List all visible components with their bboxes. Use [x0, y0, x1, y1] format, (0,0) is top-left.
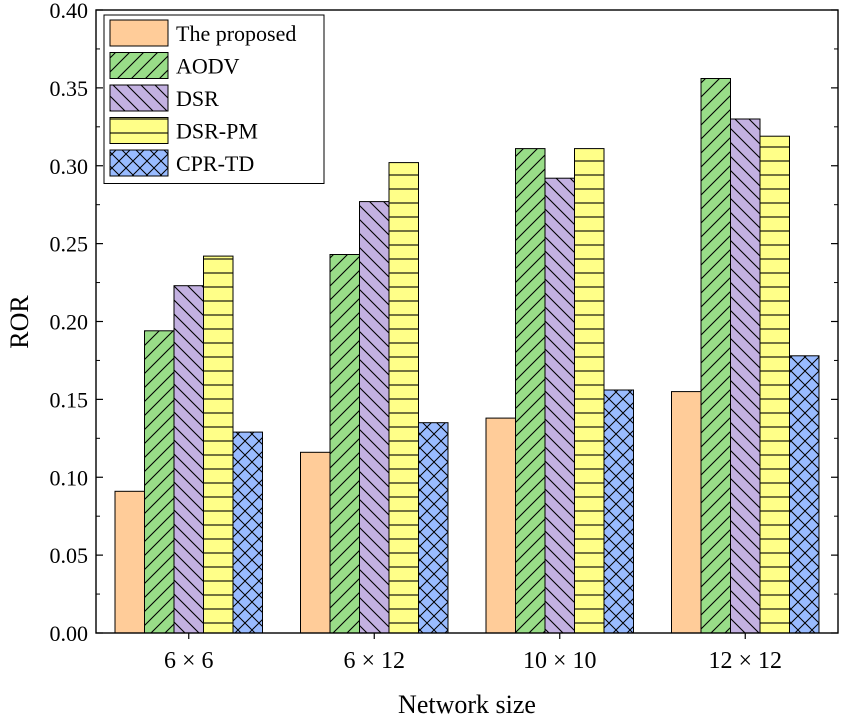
bar-the-proposed-3	[671, 391, 702, 634]
bar-dsr-2	[544, 177, 575, 634]
bar-aodv-3	[700, 78, 731, 634]
legend-label: AODV	[176, 54, 240, 79]
y-tick-label: 0.20	[50, 310, 89, 335]
legend-label: The proposed	[176, 21, 296, 46]
y-tick-label: 0.05	[50, 543, 89, 568]
x-tick-label: 6 × 12	[343, 648, 405, 674]
bar-cpr-td-1	[418, 422, 449, 634]
bar-the-proposed-2	[485, 417, 516, 634]
bar-dsr-pm-0	[203, 255, 234, 634]
y-tick-label: 0.00	[50, 621, 89, 646]
bar-dsr-0	[173, 285, 204, 634]
legend-swatch	[109, 84, 169, 112]
y-axis-label: ROR	[5, 295, 34, 349]
bar-dsr-pm-3	[759, 135, 790, 634]
legend-swatch	[109, 149, 169, 177]
bar-aodv-1	[329, 254, 360, 634]
legend: The proposed AODV DSR DSR-PM CPR-TD	[103, 14, 325, 184]
y-tick-label: 0.30	[50, 154, 89, 179]
bar-dsr-pm-2	[574, 148, 605, 634]
bar-dsr-pm-1	[388, 162, 419, 634]
x-tick-label: 10 × 10	[523, 648, 597, 674]
y-tick-label: 0.40	[50, 0, 89, 23]
bar-aodv-0	[144, 330, 175, 634]
bar-cpr-td-0	[232, 431, 263, 634]
x-tick-label: 6 × 6	[164, 648, 214, 674]
x-axis-label: Network size	[398, 690, 536, 719]
legend-label: CPR-TD	[176, 151, 254, 176]
bar-the-proposed-1	[300, 451, 331, 634]
x-axis: 6 × 6 6 × 12 10 × 10 12 × 12	[164, 633, 782, 674]
legend-label: DSR	[176, 86, 219, 111]
bars-layer	[114, 78, 820, 634]
legend-swatch	[109, 117, 169, 144]
y-tick-label: 0.10	[50, 465, 89, 490]
bar-cpr-td-2	[603, 389, 634, 634]
y-axis: 0.00 0.05 0.10 0.15 0.20 0.25 0.30 0.35 0.40	[50, 0, 838, 646]
legend-label: DSR-PM	[176, 119, 258, 144]
y-tick-label: 0.35	[50, 76, 89, 101]
bar-dsr-1	[359, 201, 390, 634]
bar-cpr-td-3	[789, 355, 820, 634]
y-tick-label: 0.25	[50, 232, 89, 257]
legend-swatch	[109, 19, 169, 47]
legend-swatch	[109, 52, 169, 79]
y-tick-label: 0.15	[50, 387, 89, 412]
bar-aodv-2	[515, 148, 546, 634]
bar-the-proposed-0	[114, 490, 145, 634]
x-tick-label: 12 × 12	[708, 648, 782, 674]
bar-dsr-3	[730, 118, 761, 634]
